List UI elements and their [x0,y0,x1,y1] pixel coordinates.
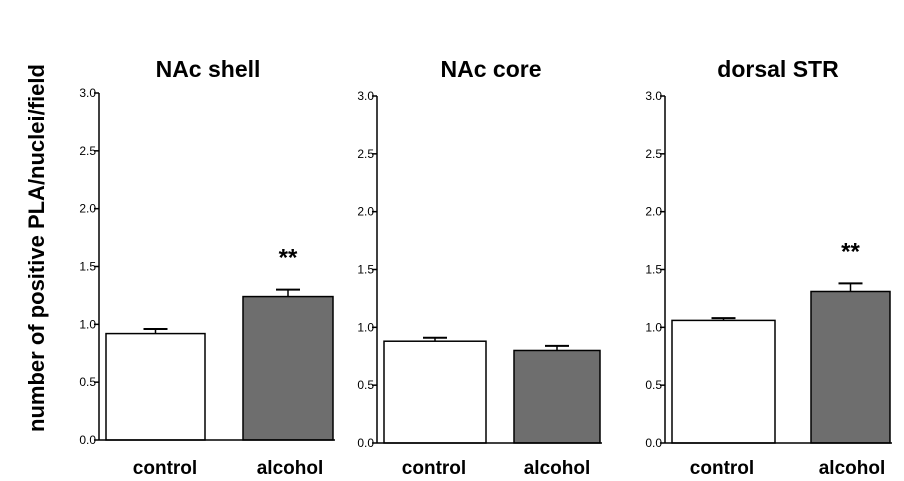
y-tick-label: 1.5 [645,263,662,277]
chart-panel-2: NAc core 0.0 0.5 1.0 1.5 2.0 2.5 3.0 control alco… [357,56,602,479]
bar-control [671,319,776,444]
chart-title: NAc core [441,56,542,82]
chart-panel-1: NAc shell 0.0 0.5 1.0 1.5 2.0 2.5 3.0 control ** a… [79,56,335,479]
y-tick-label: 3.0 [79,86,96,100]
category-label: alcohol [524,458,591,479]
y-tick-label: 3.0 [357,89,374,103]
y-tick-label: 0.5 [357,378,374,392]
y-tick-label: 3.0 [645,89,662,103]
bar-alcohol [513,349,601,444]
category-label: alcohol [819,458,886,479]
y-tick-label: 2.5 [357,147,374,161]
y-tick-label: 1.0 [357,320,374,334]
y-tick-label: 2.0 [357,205,374,219]
y-tick-label: 0.0 [357,436,374,450]
category-label: control [402,458,466,479]
chart-title: dorsal STR [717,56,839,82]
y-axis-label: number of positive PLA/nuclei/field [24,64,49,432]
y-tick-label: 2.5 [79,144,96,158]
significance-marker: ** [841,238,860,265]
y-tick-label: 0.0 [79,433,96,447]
y-tick-label: 2.0 [645,205,662,219]
category-label: alcohol [257,458,324,479]
y-tick-label: 1.5 [357,263,374,277]
y-tick-label: 1.0 [645,320,662,334]
y-tick-label: 1.0 [79,317,96,331]
y-tick-label: 0.0 [645,436,662,450]
chart-panel-3: dorsal STR 0.0 0.5 1.0 1.5 2.0 2.5 3.0 control **… [645,56,892,479]
chart-title: NAc shell [156,56,261,82]
significance-marker: ** [279,245,298,272]
y-tick-label: 1.5 [79,260,96,274]
bar-control [105,332,206,441]
category-label: control [690,458,754,479]
bar-alcohol [810,290,891,444]
bar-control [383,340,487,444]
y-tick-label: 2.5 [645,147,662,161]
bar-alcohol [242,295,334,441]
y-tick-label: 0.5 [79,375,96,389]
y-tick-label: 0.5 [645,378,662,392]
category-label: control [133,458,197,479]
y-tick-label: 2.0 [79,202,96,216]
